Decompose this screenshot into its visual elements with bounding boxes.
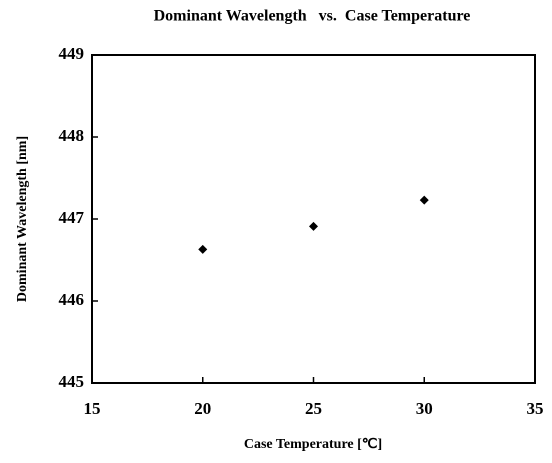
point (419, 195, 429, 205)
x-tick-label: 15 (84, 399, 101, 418)
y-tick-label: 449 (59, 44, 85, 63)
x-axis-label: Case Temperature [℃] (244, 437, 382, 452)
y-tick-label: 448 (59, 126, 85, 145)
x-tick-label: 30 (416, 399, 433, 418)
point (309, 221, 318, 231)
y-axis-label: Dominant Wavelength [nm] (15, 136, 30, 302)
x-tick-label: 20 (194, 399, 211, 418)
chart-title: Dominant Wavelength vs. Case Temperature (154, 8, 471, 25)
x-tick-label: 35 (527, 399, 544, 418)
y-tick-label: 447 (59, 208, 85, 227)
x-tick-label: 25 (305, 399, 322, 418)
point (198, 244, 208, 254)
y-tick-label: 446 (59, 290, 85, 309)
y-tick-label: 445 (59, 372, 85, 391)
